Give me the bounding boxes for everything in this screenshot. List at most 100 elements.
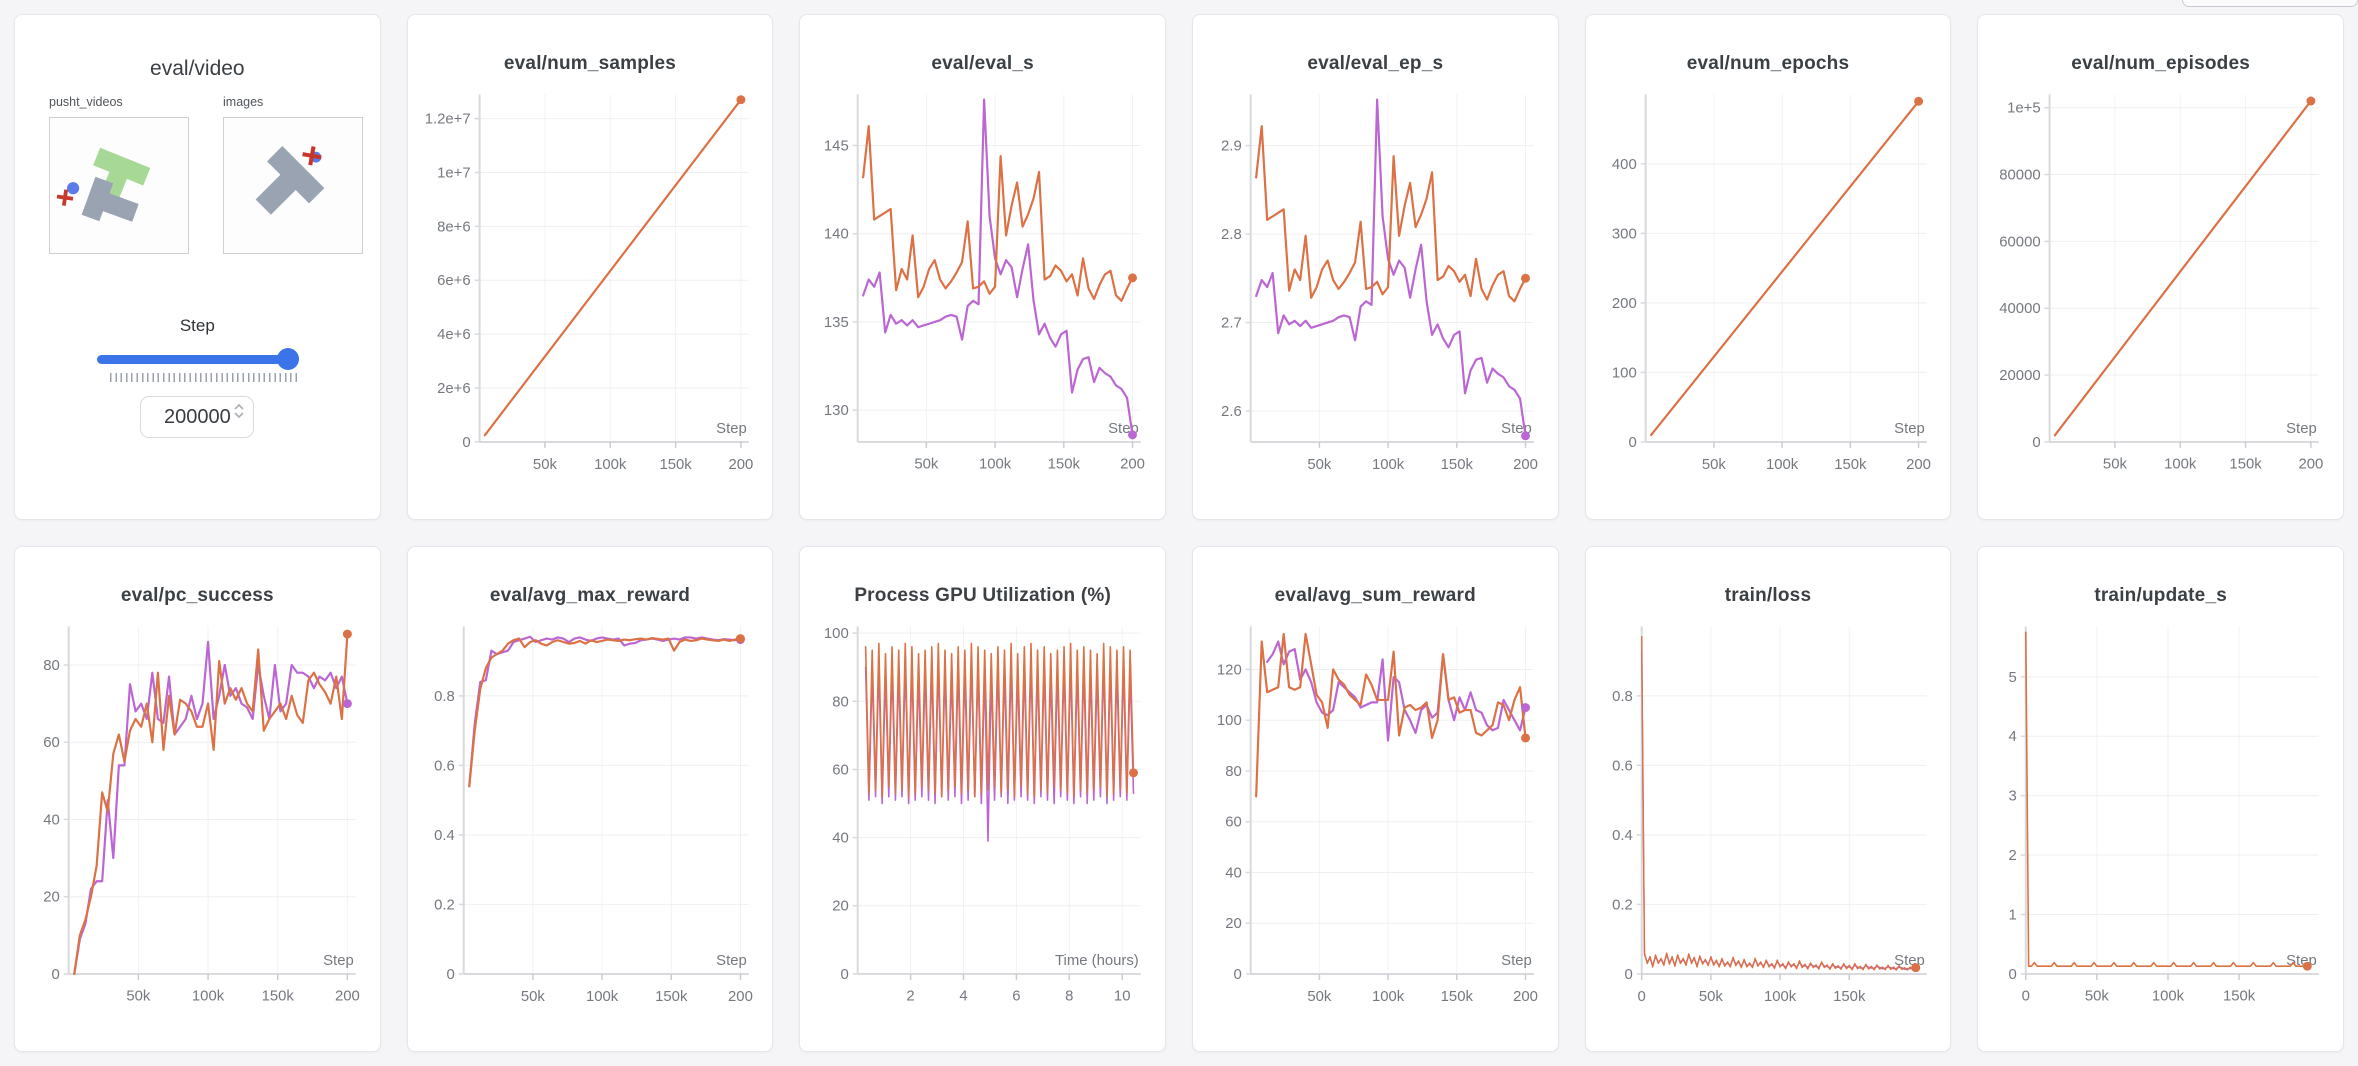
tick-label: 2e+6 bbox=[437, 381, 471, 397]
series-end-dot-orange-run bbox=[1913, 96, 1923, 106]
chart-panel-eval-eval-ep-s[interactable]: eval/eval_ep_s 2.6 2.7 2.8 2.9 50k 100k 150k 200… bbox=[1191, 14, 1559, 520]
tick-label: 40 bbox=[1225, 865, 1242, 881]
series-end-dot-orange-run bbox=[735, 634, 745, 644]
chart-canvas[interactable]: 0 20000 40000 60000 80000 1e+5 50k 100k 150k 200 S… bbox=[1990, 87, 2331, 489]
tick-label: 50k bbox=[915, 457, 940, 473]
chart-canvas[interactable]: 0 2e+6 4e+6 6e+6 8e+6 1e+7 1.2e+7 50k 100k 150k 20… bbox=[420, 87, 761, 489]
media-row: pusht_videos bbox=[27, 95, 368, 254]
tick-label: 100 bbox=[1217, 713, 1242, 729]
tick-label: 40 bbox=[833, 831, 850, 847]
video-panel[interactable]: eval/video pusht_videos bbox=[14, 14, 381, 520]
chart-panel-eval-eval-s[interactable]: eval/eval_s 130 135 140 145 50k 100k 150k 200 Ste… bbox=[799, 14, 1166, 520]
tick-label: 0 bbox=[2033, 435, 2041, 451]
media-label: images bbox=[223, 95, 264, 109]
tick-label: 0.8 bbox=[434, 689, 455, 705]
series-end-dot-orange-run bbox=[1129, 768, 1139, 778]
series-line-orange-run bbox=[483, 98, 742, 437]
chart-canvas[interactable]: 0 0.2 0.4 0.6 0.8 50k 100k 150k 200 Step bbox=[420, 619, 761, 1021]
series-line-purple-run bbox=[862, 98, 1134, 436]
slider-thumb[interactable] bbox=[277, 348, 300, 370]
tick-label: 200 bbox=[1513, 989, 1538, 1005]
chart-canvas[interactable]: 0 20 40 60 80 100 120 50k 100k 150k 200 Step bbox=[1205, 619, 1546, 1021]
chart-canvas[interactable]: 0 100 200 300 400 50k 100k 150k 200 Step bbox=[1598, 87, 1939, 489]
video-thumbnail[interactable] bbox=[49, 117, 189, 254]
tick-label: 1.2e+7 bbox=[424, 112, 470, 128]
chart-panel-eval-avg-sum-reward[interactable]: eval/avg_sum_reward 0 20 40 60 80 100 120 50k 100… bbox=[1191, 546, 1559, 1052]
chevron-up-icon[interactable] bbox=[234, 404, 244, 410]
chevron-down-icon[interactable] bbox=[234, 412, 244, 418]
tick-label: 0 bbox=[446, 967, 454, 983]
tick-label: 0.4 bbox=[1612, 828, 1633, 844]
series-line-purple-run bbox=[73, 640, 349, 976]
chart-panel-train-update-s[interactable]: train/update_s 0 1 2 3 4 5 0 50k 100k 150k Step bbox=[1977, 546, 2344, 1052]
chart-canvas[interactable]: 0 20 40 60 80 100 2 4 6 8 10 Time (hours) bbox=[812, 619, 1153, 1021]
step-control: Step 200000 bbox=[27, 316, 368, 438]
tick-label: 100k bbox=[594, 457, 627, 473]
tick-label: 200 bbox=[1120, 457, 1145, 473]
tick-label: 130 bbox=[824, 403, 849, 419]
chart-panel-eval-num-epochs[interactable]: eval/num_epochs 0 100 200 300 400 50k 100k 150k 2… bbox=[1584, 14, 1952, 520]
image-thumbnail[interactable] bbox=[223, 117, 363, 254]
series-line-purple-run bbox=[1255, 98, 1527, 437]
pusht-env-frame bbox=[255, 146, 325, 215]
tick-label: Step bbox=[2286, 421, 2317, 437]
series-line-purple-run bbox=[1640, 649, 1917, 971]
tick-label: 2.6 bbox=[1221, 404, 1242, 420]
step-number-input[interactable]: 200000 bbox=[140, 396, 255, 438]
tick-label: Time (hours) bbox=[1055, 953, 1139, 969]
tick-label: 100k bbox=[192, 989, 225, 1005]
chart-title: eval/num_samples bbox=[503, 53, 677, 74]
tick-label: 200 bbox=[728, 457, 753, 473]
tick-label: 50k bbox=[126, 989, 151, 1005]
series-line-orange-run bbox=[1255, 125, 1527, 303]
chart-panel-eval-num-samples[interactable]: eval/num_samples 0 2e+6 4e+6 6e+6 8e+6 1e+7 1.2… bbox=[406, 14, 774, 520]
media-item-images: images bbox=[223, 95, 363, 254]
chart-panel-eval-num-episodes[interactable]: eval/num_episodes 0 20000 40000 60000 80000 1e… bbox=[1977, 14, 2344, 520]
slider-track[interactable] bbox=[97, 355, 298, 364]
series-end-dot-purple-run bbox=[1521, 431, 1530, 441]
pusht-env-frame bbox=[56, 147, 151, 222]
tick-label: 50k bbox=[1307, 457, 1332, 473]
tick-label: 0 bbox=[1628, 435, 1636, 451]
stepper-arrows[interactable] bbox=[234, 404, 244, 418]
tick-label: 0 bbox=[1624, 967, 1632, 983]
chart-title: eval/eval_ep_s bbox=[1307, 53, 1444, 74]
series-end-dot-orange-run bbox=[736, 95, 746, 105]
chart-panel-eval-pc-success[interactable]: eval/pc_success 0 20 40 60 80 50k 100k 150k 200 St… bbox=[14, 546, 381, 1052]
step-slider[interactable] bbox=[97, 348, 300, 370]
series-line-orange-run bbox=[2054, 99, 2313, 437]
chart-panel-eval-avg-max-reward[interactable]: eval/avg_max_reward 0 0.2 0.4 0.6 0.8 50k 100k 1… bbox=[406, 546, 774, 1052]
tick-label: 0 bbox=[1637, 989, 1645, 1005]
tick-label: 2 bbox=[2009, 848, 2017, 864]
chart-title: train/loss bbox=[1724, 585, 1812, 606]
tick-label: 200 bbox=[728, 989, 753, 1005]
tick-label: 0.2 bbox=[434, 897, 455, 913]
tick-label: 6 bbox=[1013, 989, 1021, 1005]
tick-label: 8 bbox=[1066, 989, 1074, 1005]
chart-panel-train-loss[interactable]: train/loss 0 0.2 0.4 0.6 0.8 0 50k 100k 150k Step bbox=[1584, 546, 1952, 1052]
tick-label: 150k bbox=[2223, 989, 2256, 1005]
chart-panel-process-gpu-utilization[interactable]: Process GPU Utilization (%) 0 20 40 60 80 100 2… bbox=[799, 546, 1166, 1052]
tick-label: 100k bbox=[1766, 457, 1799, 473]
tick-label: 0.2 bbox=[1612, 897, 1633, 913]
pusht-block-t-shape bbox=[81, 176, 139, 222]
media-label: pusht_videos bbox=[49, 95, 123, 109]
tick-label: 300 bbox=[1612, 226, 1637, 242]
tick-label: 200 bbox=[1906, 457, 1931, 473]
agent-dot bbox=[67, 182, 80, 195]
tick-label: 0.6 bbox=[434, 758, 455, 774]
tick-label: 50k bbox=[2085, 989, 2110, 1005]
tick-label: 20 bbox=[1225, 916, 1242, 932]
tick-label: 80 bbox=[43, 658, 60, 674]
chart-title: eval/avg_max_reward bbox=[489, 585, 691, 606]
tick-label: 150k bbox=[1048, 457, 1081, 473]
chart-canvas[interactable]: 0 20 40 60 80 50k 100k 150k 200 Step bbox=[27, 619, 368, 1021]
tick-label: 1e+7 bbox=[437, 165, 471, 181]
tick-label: 40000 bbox=[2000, 301, 2041, 317]
slider-tick-ruler bbox=[110, 373, 299, 382]
tick-label: 4 bbox=[960, 989, 968, 1005]
